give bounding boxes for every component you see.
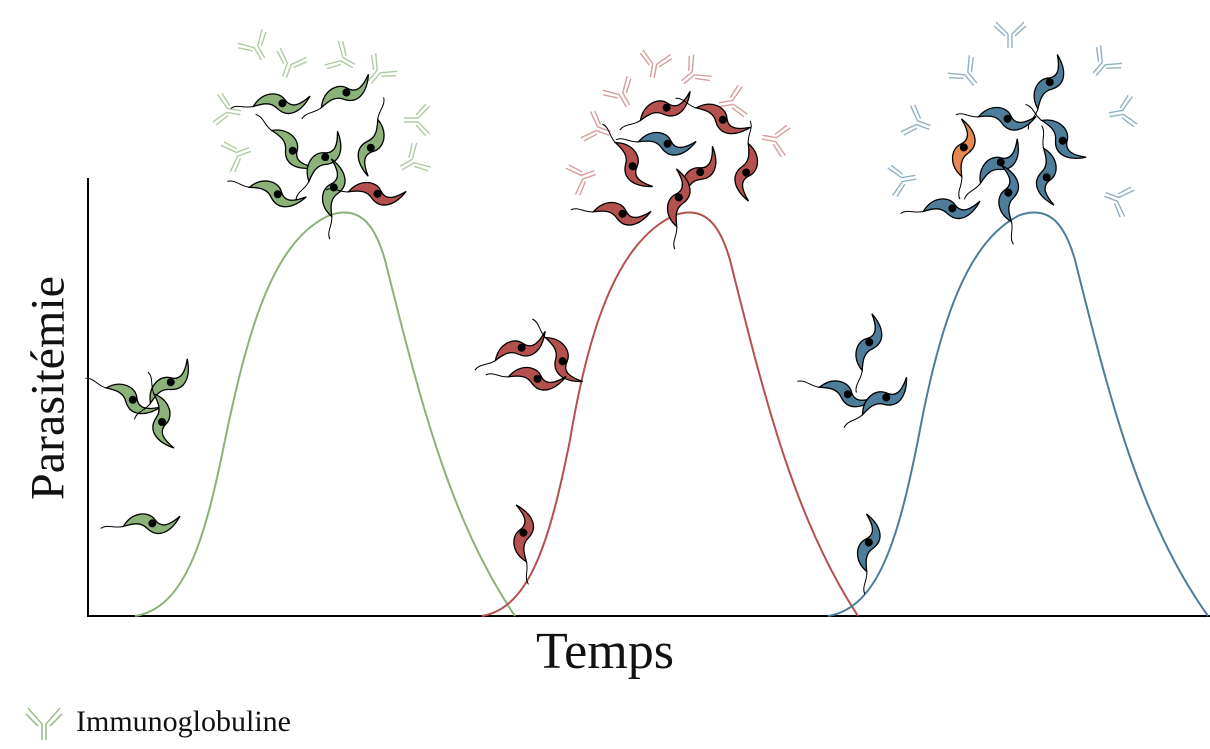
wave-curves	[134, 211, 1209, 617]
antibody-icon	[25, 707, 63, 740]
wave-2-antibodies	[564, 48, 792, 198]
wave-1-peak-parasites	[226, 73, 407, 240]
wave-3-early-parasites	[796, 313, 917, 595]
wave-2-curve	[481, 211, 859, 617]
legend: Immunoglobuline	[24, 700, 291, 744]
wave-3-curve	[827, 211, 1209, 617]
wave-2-early-parasites	[469, 309, 584, 586]
wave-3-peak-parasites	[899, 53, 1087, 246]
axes	[87, 178, 1210, 617]
wave-1-curve	[134, 211, 516, 617]
wave-1-early-parasites	[84, 357, 201, 543]
x-axis-label: Temps	[536, 623, 674, 680]
wave-2-peak-parasites	[570, 77, 776, 250]
y-axis-label: Parasitémie	[21, 276, 75, 500]
legend-label: Immunoglobuline	[76, 705, 291, 738]
